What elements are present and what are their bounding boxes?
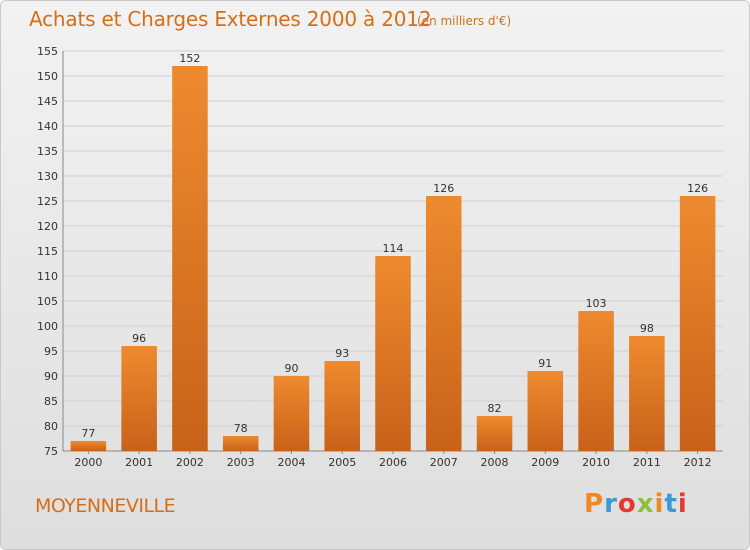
y-tick-label: 85: [44, 395, 58, 408]
bar-2001[interactable]: [121, 346, 157, 451]
x-tick-label: 2003: [227, 456, 255, 469]
bar-2009[interactable]: [527, 371, 564, 451]
bar-value-label: 82: [488, 402, 502, 415]
x-tick-label: 2009: [531, 456, 559, 469]
bar-2000[interactable]: [70, 441, 107, 451]
bar-2003[interactable]: [222, 436, 259, 451]
x-tick-label: 2004: [277, 456, 305, 469]
y-tick-label: 150: [37, 70, 58, 83]
bar-value-label: 152: [179, 52, 200, 65]
logo-letter: i: [677, 489, 688, 519]
logo-letter: i: [654, 489, 665, 519]
y-tick-label: 120: [37, 220, 58, 233]
logo-letter: P: [584, 489, 605, 519]
y-tick-label: 105: [37, 295, 58, 308]
x-tick-label: 2012: [684, 456, 712, 469]
proxiti-logo[interactable]: Proxiti: [584, 489, 688, 519]
y-tick-label: 110: [37, 270, 58, 283]
y-tick-label: 115: [37, 245, 58, 258]
logo-letter: r: [604, 489, 618, 519]
bar-value-label: 91: [538, 357, 552, 370]
y-tick-label: 155: [37, 45, 58, 58]
y-tick-label: 90: [44, 370, 58, 383]
x-tick-label: 2000: [74, 456, 102, 469]
x-tick-label: 2010: [582, 456, 610, 469]
bar-2007[interactable]: [426, 196, 462, 451]
logo-letter: x: [636, 489, 655, 519]
x-tick-label: 2007: [430, 456, 458, 469]
bar-value-label: 78: [234, 422, 248, 435]
y-tick-label: 100: [37, 320, 58, 333]
bar-2004[interactable]: [273, 376, 310, 451]
y-tick-label: 140: [37, 120, 58, 133]
bar-2006[interactable]: [375, 256, 411, 451]
y-tick-label: 75: [44, 445, 58, 458]
x-tick-label: 2006: [379, 456, 407, 469]
bar-2008[interactable]: [476, 416, 513, 451]
bar-value-label: 126: [433, 182, 454, 195]
y-tick-label: 130: [37, 170, 58, 183]
bar-value-label: 93: [335, 347, 349, 360]
bar-value-label: 114: [383, 242, 404, 255]
bar-value-label: 103: [586, 297, 607, 310]
bar-value-label: 126: [687, 182, 708, 195]
bar-2012[interactable]: [679, 196, 716, 451]
bar-2005[interactable]: [324, 361, 360, 451]
y-tick-label: 125: [37, 195, 58, 208]
bar-value-label: 77: [81, 427, 95, 440]
bar-value-label: 98: [640, 322, 654, 335]
logo-letter: t: [664, 489, 678, 519]
bar-value-label: 96: [132, 332, 146, 345]
x-tick-label: 2002: [176, 456, 204, 469]
bar-value-label: 90: [284, 362, 298, 375]
bar-2011[interactable]: [629, 336, 665, 451]
y-tick-label: 145: [37, 95, 58, 108]
chart-title: Achats et Charges Externes 2000 à 2012: [29, 7, 432, 31]
y-tick-label: 135: [37, 145, 58, 158]
chart-subtitle: (en milliers d'€): [417, 14, 512, 28]
x-tick-label: 2011: [633, 456, 661, 469]
y-tick-label: 95: [44, 345, 58, 358]
bar-2002[interactable]: [172, 66, 208, 451]
x-tick-label: 2005: [328, 456, 356, 469]
y-tick-label: 80: [44, 420, 58, 433]
x-tick-label: 2008: [481, 456, 509, 469]
x-tick-label: 2001: [125, 456, 153, 469]
bar-2010[interactable]: [578, 311, 614, 451]
town-name: MOYENNEVILLE: [35, 495, 176, 517]
logo-letter: o: [617, 489, 637, 519]
